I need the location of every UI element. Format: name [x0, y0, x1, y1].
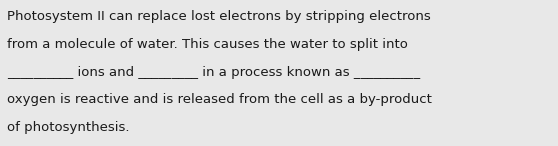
Text: oxygen is reactive and is released from the cell as a by-product: oxygen is reactive and is released from … — [7, 93, 432, 106]
Text: Photosystem II can replace lost electrons by stripping electrons: Photosystem II can replace lost electron… — [7, 10, 431, 23]
Text: from a molecule of water. This causes the water to split into: from a molecule of water. This causes th… — [7, 38, 408, 51]
Text: __________ ions and _________ in a process known as __________: __________ ions and _________ in a proce… — [7, 66, 420, 79]
Text: of photosynthesis.: of photosynthesis. — [7, 121, 130, 134]
